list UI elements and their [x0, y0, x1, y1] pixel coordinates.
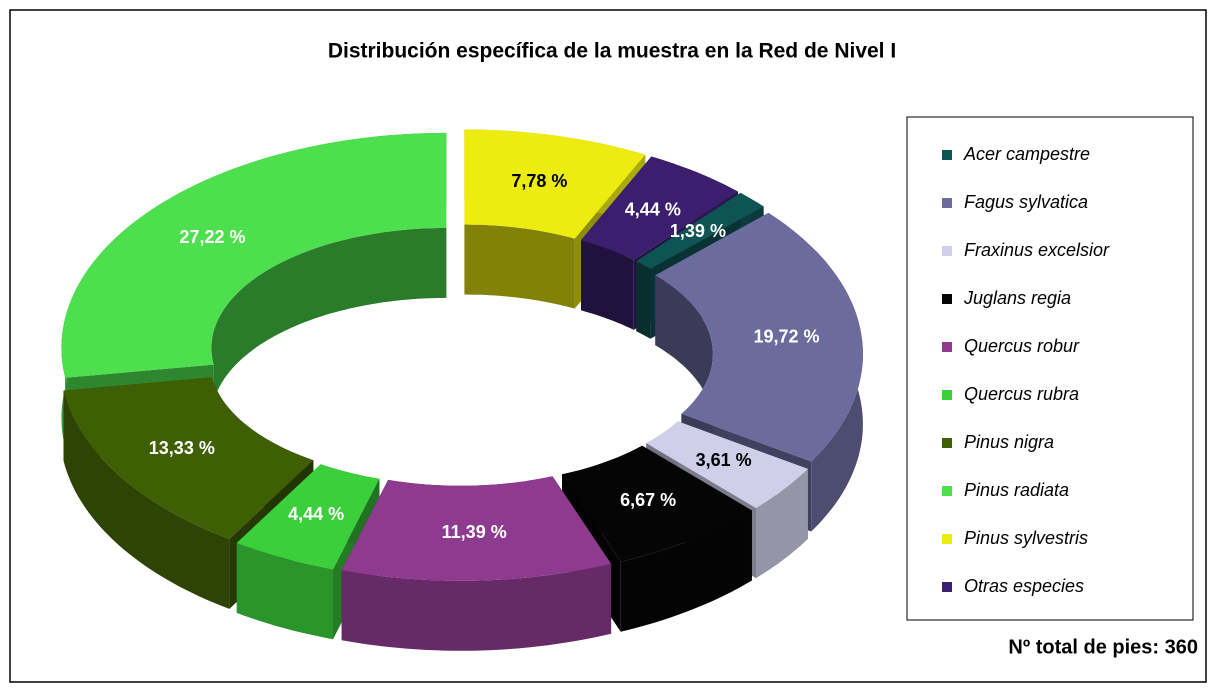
donut: 7,78 %4,44 %1,39 %27,22 %19,72 %13,33 %3… — [61, 129, 863, 651]
data-label: 4,44 % — [288, 504, 344, 524]
slice-top — [63, 377, 314, 539]
slice: 11,39 % — [341, 476, 612, 651]
legend-label: Fagus sylvatica — [964, 192, 1088, 212]
legend-swatch — [942, 390, 952, 400]
legend-label: Pinus sylvestris — [964, 528, 1088, 548]
slice-inner-wall — [464, 224, 575, 309]
legend-label: Quercus rubra — [964, 384, 1079, 404]
slice-inner-wall — [581, 240, 634, 330]
data-label: 3,61 % — [696, 450, 752, 470]
legend-label: Pinus radiata — [964, 480, 1069, 500]
slice-top — [655, 212, 863, 462]
legend-label: Juglans regia — [963, 288, 1071, 308]
slice-top — [61, 132, 447, 378]
legend-swatch — [942, 438, 952, 448]
legend-box — [906, 116, 1194, 621]
data-label: 6,67 % — [620, 490, 676, 510]
legend-label: Quercus robur — [964, 336, 1080, 356]
legend-label: Acer campestre — [963, 144, 1090, 164]
annotation: Nº total de pies: 360 — [1008, 636, 1198, 658]
legend-swatch — [942, 246, 952, 256]
data-label: 27,22 % — [179, 227, 245, 247]
legend-label: Otras especies — [964, 576, 1084, 596]
slice-outer-wall — [341, 563, 612, 651]
slice-outer-wall — [620, 510, 752, 632]
slice-inner-wall — [636, 261, 651, 339]
data-label: 4,44 % — [625, 200, 681, 220]
slice-top — [581, 156, 738, 260]
legend-swatch — [942, 198, 952, 208]
legend-swatch — [942, 150, 952, 160]
slice-outer-wall — [236, 542, 333, 640]
legend-swatch — [942, 342, 952, 352]
slice-top — [236, 464, 380, 570]
legend-swatch — [942, 534, 952, 544]
slice-top — [341, 476, 612, 581]
legend: Acer campestre Fagus sylvatica Fraxinus ex… — [942, 144, 1110, 596]
data-label: 1,39 % — [670, 221, 726, 241]
slice-top — [464, 129, 646, 239]
legend-swatch — [942, 486, 952, 496]
legend-swatch — [942, 294, 952, 304]
legend-label: Pinus nigra — [964, 432, 1054, 452]
slice-top — [646, 421, 808, 509]
legend-label: Fraxinus excelsior — [964, 240, 1110, 260]
data-label: 13,33 % — [149, 438, 215, 458]
slice-inner-wall — [211, 227, 447, 435]
slice-top — [636, 192, 764, 269]
data-label: 7,78 % — [511, 171, 567, 191]
slice-outer-wall — [63, 390, 230, 609]
slice-outer-wall — [756, 468, 808, 579]
slice: 7,78 % — [464, 129, 646, 309]
data-label: 11,39 % — [442, 522, 507, 542]
chart-title: Distribución específica de la muestra en… — [328, 40, 896, 63]
slice-top — [562, 445, 752, 562]
legend-swatch — [942, 582, 952, 592]
data-label: 19,72 % — [753, 327, 819, 347]
